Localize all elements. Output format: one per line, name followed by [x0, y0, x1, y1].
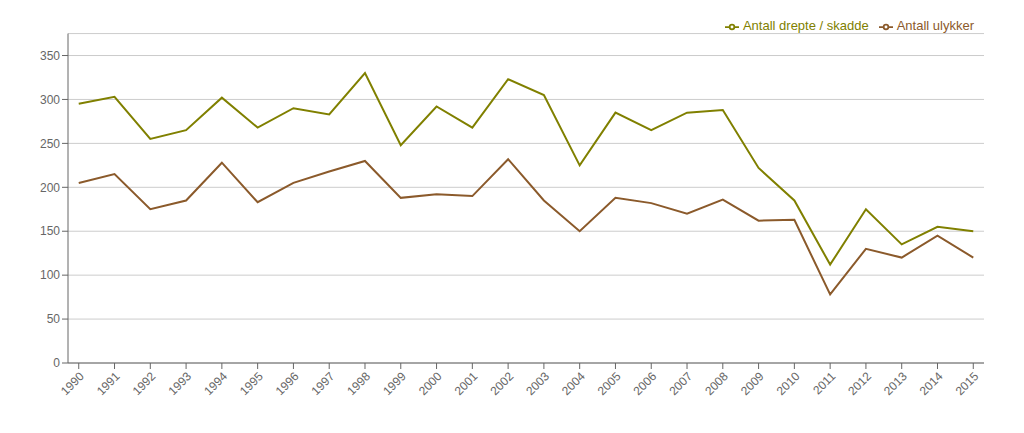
svg-text:2004: 2004: [559, 369, 588, 398]
svg-text:1994: 1994: [201, 369, 230, 398]
svg-text:1990: 1990: [58, 369, 87, 398]
svg-text:250: 250: [40, 137, 60, 151]
svg-text:2002: 2002: [487, 369, 516, 398]
svg-text:1999: 1999: [380, 369, 409, 398]
svg-text:1998: 1998: [344, 369, 373, 398]
svg-text:2005: 2005: [595, 369, 624, 398]
svg-text:2006: 2006: [631, 369, 660, 398]
svg-text:2001: 2001: [452, 369, 481, 398]
svg-text:2011: 2011: [810, 369, 838, 397]
svg-text:1996: 1996: [273, 369, 302, 398]
svg-text:300: 300: [40, 93, 60, 107]
svg-text:1992: 1992: [130, 369, 159, 398]
svg-text:2014: 2014: [917, 369, 946, 398]
svg-text:200: 200: [40, 181, 60, 195]
svg-text:1995: 1995: [237, 369, 266, 398]
html-text:Antall drepte / skadde: Antall drepte / skadde: [742, 18, 869, 33]
svg-text:2000: 2000: [416, 369, 445, 398]
svg-text:2013: 2013: [881, 369, 910, 398]
svg-text:2003: 2003: [523, 369, 552, 398]
svg-text:0: 0: [53, 356, 60, 370]
svg-text:100: 100: [40, 268, 60, 282]
svg-text:50: 50: [47, 312, 61, 326]
svg-text:2009: 2009: [738, 369, 767, 398]
svg-text:350: 350: [40, 49, 60, 63]
svg-text:1993: 1993: [165, 369, 194, 398]
html-text:Antall ulykker: Antall ulykker: [896, 18, 974, 33]
svg-text:2007: 2007: [666, 369, 695, 398]
svg-text:2010: 2010: [774, 369, 803, 398]
svg-text:1997: 1997: [309, 369, 338, 398]
svg-text:2008: 2008: [702, 369, 731, 398]
svg-text:2012: 2012: [845, 369, 874, 398]
svg-text:1991: 1991: [94, 369, 123, 398]
svg-text:150: 150: [40, 224, 60, 238]
svg-text:2015: 2015: [953, 369, 982, 398]
